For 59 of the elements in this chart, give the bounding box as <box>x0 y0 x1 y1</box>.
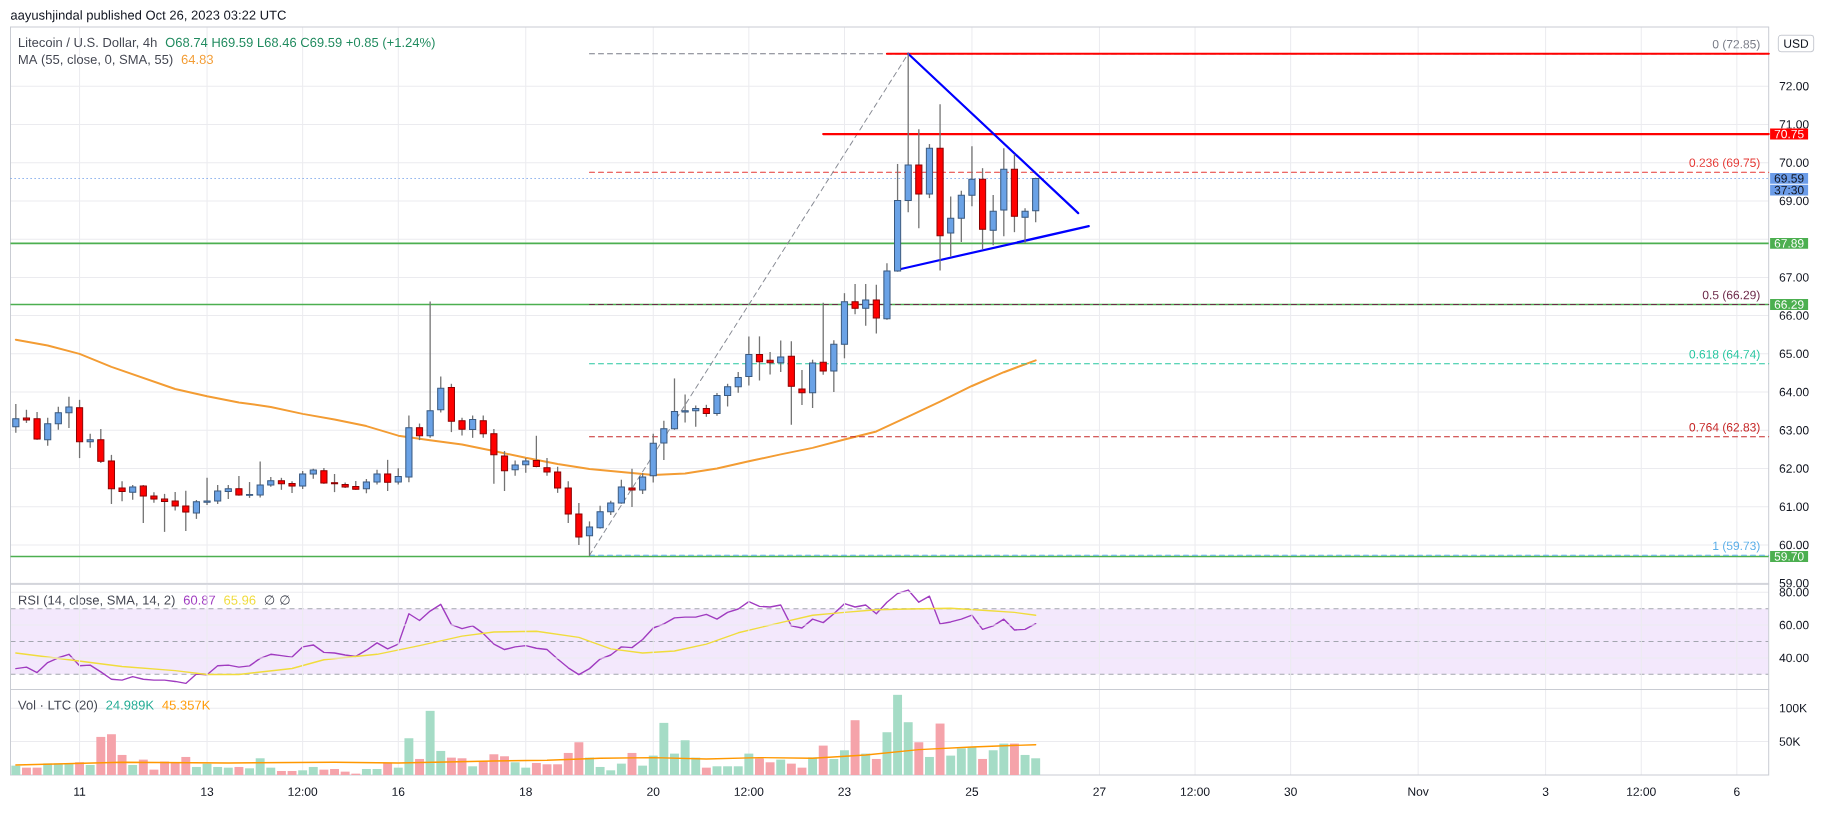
y-tick-label: 66.00 <box>1779 311 1809 320</box>
y-tick-label: 59.00 <box>1779 578 1809 588</box>
y-tick-label: 40.00 <box>1779 653 1809 663</box>
text: RSI (14, close, SMA, 14, 2) <box>18 595 175 608</box>
y-tick-label: 63.00 <box>1779 426 1809 435</box>
x-tick-label: 12:00 <box>734 787 764 796</box>
y-tick-label: 100K <box>1779 703 1807 713</box>
annotation: 66.29 <box>1774 300 1804 309</box>
y-tick-label: 50K <box>1779 737 1801 746</box>
annotation: 0.618 (64.74) <box>1689 349 1760 361</box>
y-tick-label: 64.00 <box>1779 387 1809 397</box>
x-tick-label: 25 <box>965 787 979 796</box>
annotation: ∅ ∅ <box>264 595 290 605</box>
x-tick-label: 20 <box>647 787 660 796</box>
x-tick-label: 16 <box>392 787 405 796</box>
x-tick-label: 30 <box>1284 787 1297 796</box>
text: Litecoin / U.S. Dollar, 4h <box>18 37 157 49</box>
x-tick-label: 11 <box>74 787 86 796</box>
y-tick-label: 80.00 <box>1779 587 1809 597</box>
y-tick-label: 62.00 <box>1779 464 1809 473</box>
y-tick-label: 69.00 <box>1779 196 1809 206</box>
text: 65.96 <box>224 595 256 605</box>
y-tick-label: 65.00 <box>1779 349 1809 359</box>
x-tick-label: 18 <box>519 787 532 796</box>
y-tick-label: 72.00 <box>1779 82 1809 91</box>
x-tick-label: 13 <box>201 787 214 796</box>
y-axis-title: USD <box>1784 39 1809 48</box>
x-tick-label: 6 <box>1734 787 1740 796</box>
series-label: 24.989K <box>106 700 154 710</box>
x-tick-label: 12:00 <box>288 787 318 796</box>
x-tick-label: 23 <box>838 787 851 796</box>
annotation: 70.75 <box>1774 129 1804 139</box>
legend-title: MA (55, close, 0, SMA, 55) <box>18 54 173 67</box>
text: O68.74 H69.59 L68.46 C69.59 +0.85 (+1.24%) <box>165 37 435 50</box>
text: 64.83 <box>181 54 213 65</box>
x-tick-label: 3 <box>1542 787 1549 796</box>
annotation: 69.59 <box>1774 174 1804 183</box>
annotation: 0.236 (69.75) <box>1689 158 1760 170</box>
text: Vol · LTC (20) <box>17 700 98 713</box>
x-tick-label: 12:00 <box>1180 787 1210 796</box>
y-tick-label: 71.00 <box>1779 120 1809 129</box>
annotation: 59.70 <box>1774 552 1804 561</box>
y-tick-label: 60.00 <box>1779 620 1809 630</box>
y-tick-label: 67.00 <box>1779 273 1809 282</box>
y-tick-label: 60.00 <box>1779 540 1809 550</box>
annotation: 0 (72.85) <box>1712 39 1760 51</box>
x-tick-label: 27 <box>1093 787 1106 796</box>
text: 37:30 <box>1774 185 1804 195</box>
annotation: 0.5 (66.29) <box>1702 290 1760 302</box>
annotation: 1 (59.73) <box>1713 541 1760 553</box>
x-tick-label: Nov <box>1408 787 1429 796</box>
text: aayushjindal published Oct 26, 2023 03:22 UTC <box>10 10 286 23</box>
annotation: 67.89 <box>1774 239 1804 248</box>
text: 60.87 <box>183 595 216 605</box>
annotation: 0.764 (62.83) <box>1689 422 1760 434</box>
y-tick-label: 61.00 <box>1779 502 1809 512</box>
x-tick-label: 12:00 <box>1627 787 1656 796</box>
y-tick-label: 70.00 <box>1779 158 1809 167</box>
text: 45.357K <box>162 700 211 710</box>
